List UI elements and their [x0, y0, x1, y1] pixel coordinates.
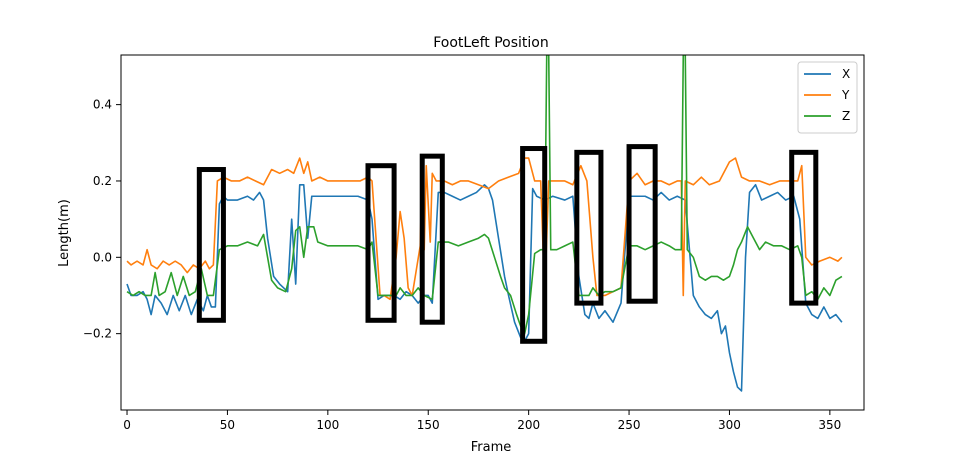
y-tick-label: 0.2 [93, 174, 112, 188]
x-tick-label: 100 [316, 418, 339, 432]
x-tick-label: 150 [417, 418, 440, 432]
x-tick-label: 350 [818, 418, 841, 432]
x-tick-label: 50 [220, 418, 235, 432]
legend-label-z: Z [842, 109, 850, 123]
series-line-x [126, 183, 843, 392]
x-tick-label: 250 [618, 418, 641, 432]
plot-area [126, 55, 843, 392]
legend-label-x: X [842, 67, 850, 81]
plot-frame [120, 54, 865, 411]
chart-title: FootLeft Position [433, 35, 548, 51]
highlight-box-7 [789, 149, 819, 306]
y-axis-label: Length(m) [57, 199, 72, 267]
highlight-box-4 [520, 146, 548, 344]
x-tick-label: 300 [718, 418, 741, 432]
x-axis-label: Frame [471, 440, 512, 455]
axes: 0 50 100 150 200 250 300 350 −0.2 0.0 0.2 0.4 [83, 54, 865, 432]
highlight-box-1 [196, 167, 226, 323]
y-tick-label: −0.2 [83, 327, 112, 341]
y-tick-label: 0.4 [93, 98, 112, 112]
highlight-box-3 [419, 153, 445, 325]
x-tick-label: 0 [123, 418, 131, 432]
series-line-y [126, 157, 843, 301]
series-line-z [126, 55, 843, 335]
highlight-box-6 [626, 144, 658, 304]
legend-label-y: Y [841, 88, 850, 102]
legend: XYZ [797, 61, 858, 134]
highlight-box-2 [365, 163, 397, 323]
highlight-box-5 [574, 149, 604, 306]
y-tick-label: 0.0 [93, 250, 112, 264]
x-tick-label: 200 [517, 418, 540, 432]
